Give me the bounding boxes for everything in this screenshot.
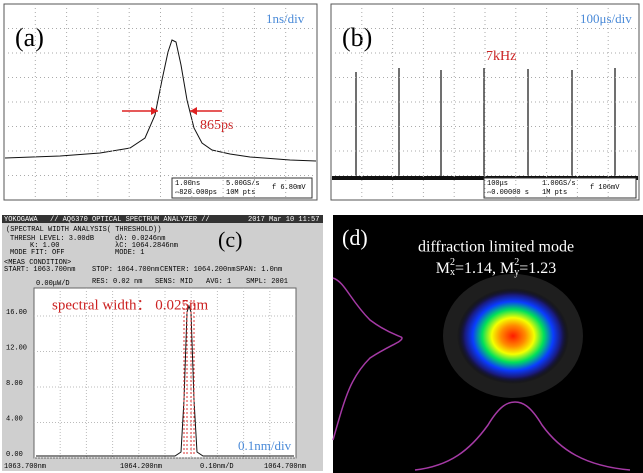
readout: f 6.80mV <box>272 184 306 192</box>
page: {"panels": { "a": {"label": "(a)", "scal… <box>0 0 643 473</box>
formula-part: =1.23 <box>519 260 556 277</box>
x-tick-label: 0.10nm/D <box>200 463 234 471</box>
panel-c: YOKOGAWA // AQ6370 OPTICAL SPECTRUM ANAL… <box>2 215 323 471</box>
panel-b: (b) 100μs/div 7kHz 100μs ⇔0.00000 s 1.00… <box>331 4 639 200</box>
readout: 100μs <box>487 180 508 188</box>
meas: SPAN: 1.0nm <box>236 266 282 274</box>
beam-spot <box>457 288 569 384</box>
meas: SENS: MID <box>155 278 193 286</box>
param: MODE FIT: OFF <box>10 249 65 257</box>
screen-frame <box>331 4 639 200</box>
analysis-title: (SPECTRAL WIDTH ANALYSIS( THRESHOLD)) <box>6 226 161 234</box>
param: MODE: 1 <box>115 249 144 257</box>
meas: SMPL: 2001 <box>246 278 288 286</box>
readout: f 106mV <box>590 184 620 192</box>
width-annotation: spectral width： 0.025nm <box>52 297 209 313</box>
panel-label: (c) <box>218 227 242 252</box>
figure: (a) 1ns/div 865ps 1.00ns ⇔820.000ps 5.00… <box>0 0 643 473</box>
scale-label: 100μs/div <box>580 11 632 26</box>
meas: AVG: 1 <box>206 278 231 286</box>
meas: RES: 0.02 nm <box>92 278 142 286</box>
panel-label: (a) <box>15 23 44 52</box>
meas: CENTER: 1064.200nm <box>160 266 236 274</box>
readout: 5.00GS/s <box>226 180 260 188</box>
meas: STOP: 1064.700nm <box>92 266 159 274</box>
brand: YOKOGAWA <box>4 216 38 224</box>
instrument: // AQ6370 OPTICAL SPECTRUM ANALYZER // <box>50 216 210 224</box>
scale-label: 0.1nm/div <box>238 438 292 453</box>
readout: ⇔0.00000 s <box>487 189 529 197</box>
x-tick-label: 1064.200nm <box>120 463 162 471</box>
width-annotation: 865ps <box>200 118 233 133</box>
panel-label: (d) <box>342 225 368 250</box>
scale-label: 1ns/div <box>266 11 305 26</box>
y-unit: 0.00μW/D <box>36 280 70 288</box>
formula-part: M <box>436 260 450 277</box>
y-tick-label: 8.00 <box>6 380 23 388</box>
formula-part: =1.14, M <box>455 260 514 277</box>
readout: ⇔820.000ps <box>175 189 217 197</box>
x-tick-label: 1064.700nm <box>264 463 306 471</box>
readout: 1M pts <box>542 189 567 197</box>
panel-label: (b) <box>342 23 372 52</box>
rate-annotation: 7kHz <box>486 49 516 64</box>
y-tick-label: 0.00 <box>6 451 23 459</box>
meas: START: 1063.700nm <box>4 266 75 274</box>
panel-a: (a) 1ns/div 865ps 1.00ns ⇔820.000ps 5.00… <box>4 4 317 200</box>
x-tick-label: 1063.700nm <box>4 463 46 471</box>
readout: 1.00ns <box>175 180 200 188</box>
y-tick-label: 12.00 <box>6 344 27 352</box>
timestamp: 2017 Mar 10 11:57 <box>248 216 319 224</box>
y-tick-label: 4.00 <box>6 415 23 423</box>
readout: 10M pts <box>226 189 255 197</box>
mode-title: diffraction limited mode <box>418 239 574 256</box>
y-tick-label: 16.00 <box>6 309 27 317</box>
readout: 1.00GS/s <box>542 180 576 188</box>
